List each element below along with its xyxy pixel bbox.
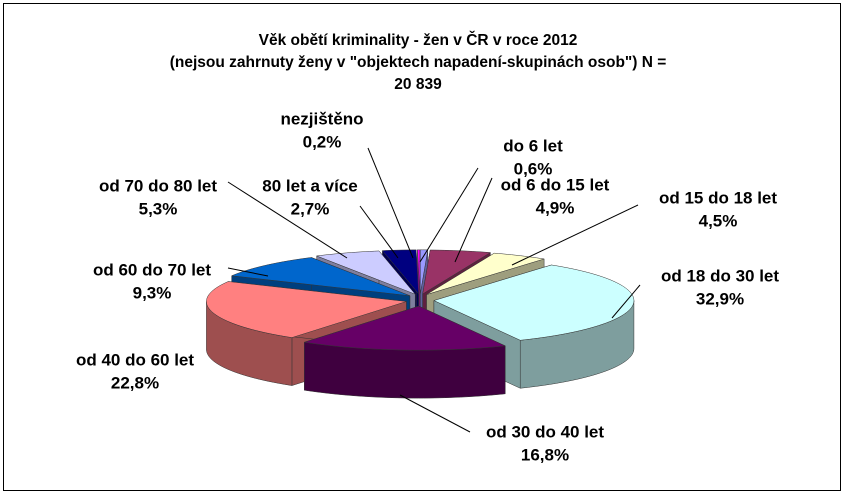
- leader-line: [399, 394, 471, 433]
- leader-line: [367, 147, 414, 259]
- data-label: do 6 let: [503, 136, 563, 155]
- leader-line: [359, 205, 399, 259]
- chart-title: Věk obětí kriminality - žen v ČR v roce …: [259, 31, 578, 49]
- leader-line: [227, 181, 348, 259]
- data-label: 22,8%: [111, 373, 159, 392]
- data-label: 0,2%: [303, 132, 342, 151]
- data-label: od 30 do 40 let: [486, 422, 604, 441]
- data-label: 5,3%: [139, 199, 178, 218]
- leader-line: [511, 204, 639, 266]
- data-label: 4,9%: [536, 198, 575, 217]
- data-label: nezjištěno: [280, 109, 363, 128]
- pie-top: [316, 250, 416, 295]
- data-label: 80 let a více: [262, 176, 357, 195]
- data-label: od 60 do 70 let: [93, 260, 211, 279]
- pie-top: [304, 305, 507, 351]
- pie-top: [433, 264, 635, 341]
- pie-slice: [304, 305, 507, 399]
- pie-top: [206, 281, 407, 338]
- leader-line: [454, 177, 493, 263]
- data-label: 32,9%: [696, 289, 744, 308]
- data-label: 0,6%: [514, 159, 553, 178]
- data-label: od 18 do 30 let: [661, 266, 779, 285]
- pie-top: [381, 249, 419, 295]
- leader-line: [419, 167, 479, 263]
- data-label: od 6 do 15 let: [501, 175, 610, 194]
- leader-line: [227, 267, 269, 277]
- pie-side: [304, 341, 506, 399]
- data-label: 2,7%: [291, 199, 330, 218]
- chart-frame: [3, 3, 841, 491]
- data-label: od 15 do 18 let: [659, 188, 777, 207]
- chart-title: (nejsou zahrnuty ženy v "objektech napad…: [170, 54, 667, 71]
- data-label: 4,5%: [699, 211, 738, 230]
- data-label: od 70 do 80 let: [99, 176, 217, 195]
- pie-top: [422, 249, 492, 295]
- data-label: 9,3%: [133, 283, 172, 302]
- data-label: 16,8%: [521, 445, 569, 464]
- pie-top: [230, 257, 410, 296]
- data-label: od 40 do 60 let: [76, 350, 194, 369]
- chart-title: 20 839: [394, 76, 442, 93]
- leader-line: [611, 284, 641, 319]
- pie-top: [417, 249, 421, 294]
